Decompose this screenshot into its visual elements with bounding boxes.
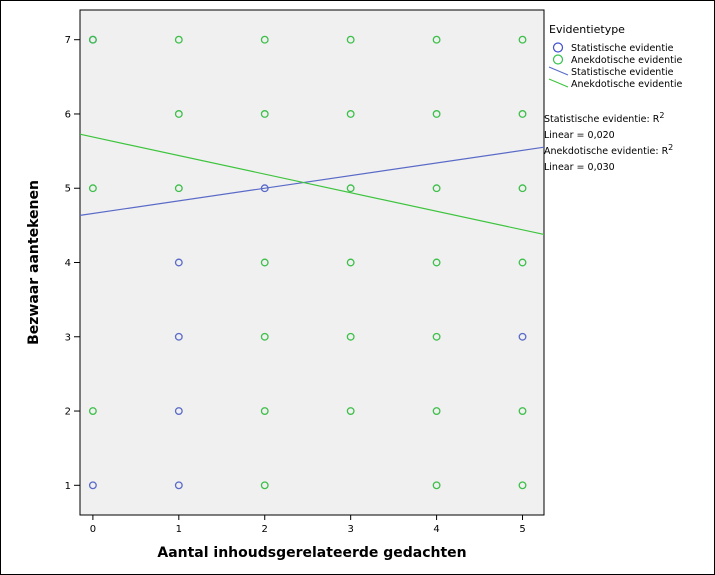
data-point <box>432 35 441 44</box>
axes: 0 1 2 3 4 5 1 2 3 4 5 6 7 <box>65 35 526 535</box>
data-point <box>260 110 269 118</box>
data-point <box>174 258 183 267</box>
data-point <box>518 35 527 44</box>
legend-label: Anekdotische evidentie <box>571 79 682 90</box>
y-tick-label: 5 <box>65 184 71 195</box>
data-point <box>346 35 355 44</box>
fit-lines <box>79 133 545 236</box>
plot-area <box>79 9 545 516</box>
data-point <box>432 332 441 341</box>
data-point <box>260 481 269 490</box>
rsq-value: Linear = 0,030 <box>544 162 615 173</box>
data-point <box>518 407 527 415</box>
data-point <box>432 258 441 267</box>
data-point <box>88 407 97 415</box>
data-point <box>346 258 355 267</box>
legend-label: Statistische evidentie <box>571 43 674 54</box>
data-point <box>88 35 97 44</box>
data-point <box>432 407 441 415</box>
data-point <box>174 407 183 415</box>
legend: Evidentietype Statistische evidentieAnek… <box>548 23 682 90</box>
data-point <box>346 407 355 415</box>
data-point <box>518 110 527 118</box>
data-point <box>88 184 97 193</box>
data-point <box>174 481 183 490</box>
x-tick-label: 0 <box>90 524 96 535</box>
data-point <box>174 35 183 44</box>
data-point <box>260 258 269 267</box>
x-tick-label: 5 <box>519 524 525 535</box>
rsq-label: Statistische evidentie: R2 <box>544 111 664 125</box>
y-axis-title: Bezwaar aantekenen <box>26 180 42 345</box>
data-point <box>260 332 269 341</box>
data-point <box>88 481 97 490</box>
rsq-value: Linear = 0,020 <box>544 130 615 141</box>
legend-line <box>548 78 569 88</box>
data-point <box>518 481 527 490</box>
data-point <box>174 332 183 341</box>
y-tick-label: 3 <box>65 332 71 343</box>
data-point <box>518 258 527 267</box>
rsq-label-text: Statistische evidentie: R <box>544 114 660 125</box>
legend-marker <box>552 54 564 65</box>
rsq-superscript: 2 <box>668 143 673 152</box>
y-tick-label: 2 <box>65 407 71 418</box>
data-point <box>432 184 441 193</box>
data-point <box>260 407 269 415</box>
rsq-superscript: 2 <box>659 111 664 120</box>
data-point <box>174 184 183 193</box>
data-point <box>518 184 527 193</box>
rsq-label-text: Anekdotische evidentie: R <box>544 146 669 157</box>
data-point <box>518 332 527 341</box>
data-point <box>346 184 355 193</box>
fit-line <box>79 133 545 236</box>
data-point <box>346 110 355 118</box>
y-tick-label: 7 <box>65 35 71 46</box>
x-tick-label: 1 <box>176 524 182 535</box>
data-points <box>88 35 527 490</box>
x-tick-label: 3 <box>347 524 353 535</box>
x-axis-title: Aantal inhoudsgerelateerde gedachten <box>157 545 466 561</box>
data-point <box>174 110 183 118</box>
legend-line <box>548 66 569 76</box>
legend-label: Anekdotische evidentie <box>571 55 682 66</box>
y-tick-label: 1 <box>65 481 71 492</box>
legend-marker <box>552 42 564 53</box>
data-point <box>432 481 441 490</box>
data-point <box>346 332 355 341</box>
x-tick-label: 4 <box>433 524 439 535</box>
data-point <box>260 35 269 44</box>
legend-title: Evidentietype <box>549 23 625 36</box>
data-point <box>260 184 269 193</box>
y-tick-label: 6 <box>65 109 71 120</box>
data-point <box>432 110 441 118</box>
y-tick-label: 4 <box>65 258 71 269</box>
fit-line <box>79 146 545 216</box>
x-tick-label: 2 <box>262 524 268 535</box>
legend-label: Statistische evidentie <box>571 67 674 78</box>
rsq-label: Anekdotische evidentie: R2 <box>544 143 673 157</box>
